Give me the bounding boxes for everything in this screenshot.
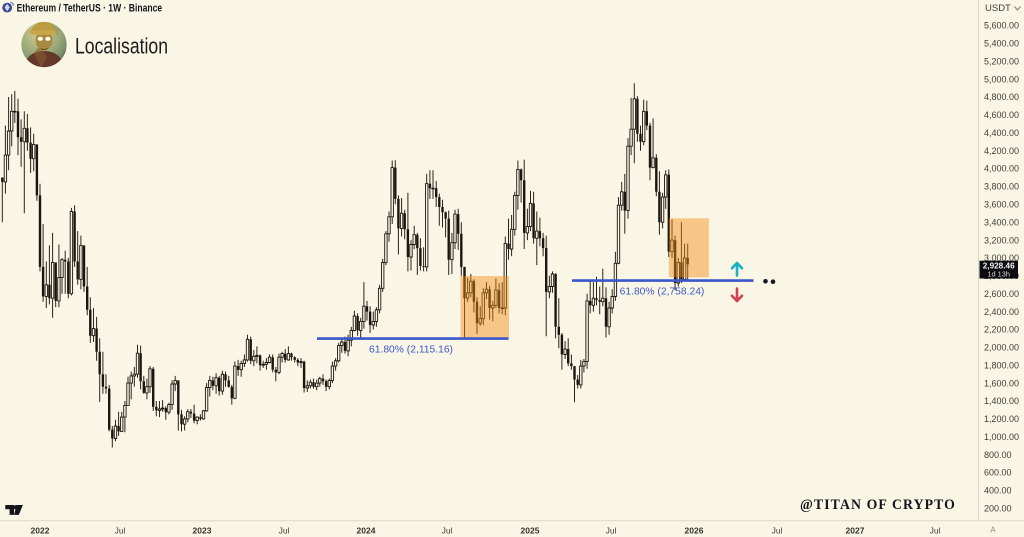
svg-text:2,200.00: 2,200.00 xyxy=(984,325,1019,335)
svg-text:3,200.00: 3,200.00 xyxy=(984,235,1019,245)
svg-text:3,800.00: 3,800.00 xyxy=(984,182,1019,192)
svg-text:800.00: 800.00 xyxy=(984,450,1012,460)
svg-text:Localisation: Localisation xyxy=(75,34,168,59)
svg-text:4,000.00: 4,000.00 xyxy=(984,164,1019,174)
svg-text:2025: 2025 xyxy=(521,526,540,536)
svg-text:1,000.00: 1,000.00 xyxy=(984,432,1019,442)
svg-text:@TITAN OF CRYPTO: @TITAN OF CRYPTO xyxy=(800,497,956,513)
svg-text:2024: 2024 xyxy=(357,526,376,536)
svg-text:1,600.00: 1,600.00 xyxy=(984,378,1019,388)
svg-text:2,928.46: 2,928.46 xyxy=(983,262,1015,271)
svg-text:A: A xyxy=(990,526,996,535)
svg-text:Ethereum / TetherUS · 1W · Bin: Ethereum / TetherUS · 1W · Binance xyxy=(17,2,163,14)
svg-text:1,200.00: 1,200.00 xyxy=(984,414,1019,424)
svg-text:61.80% (2,115.16): 61.80% (2,115.16) xyxy=(369,345,453,356)
svg-text:Jul: Jul xyxy=(442,526,453,536)
svg-text:USDT: USDT xyxy=(985,3,1011,14)
svg-text:4,600.00: 4,600.00 xyxy=(984,110,1019,120)
svg-text:4,200.00: 4,200.00 xyxy=(984,146,1019,156)
svg-text:3,000.00: 3,000.00 xyxy=(984,253,1019,263)
svg-text:4,800.00: 4,800.00 xyxy=(984,92,1019,102)
svg-text:Jul: Jul xyxy=(772,526,783,536)
svg-text:400.00: 400.00 xyxy=(984,486,1012,496)
svg-text:2027: 2027 xyxy=(846,526,865,536)
svg-text:2026: 2026 xyxy=(685,526,704,536)
svg-text:Jul: Jul xyxy=(279,526,290,536)
svg-text:4,400.00: 4,400.00 xyxy=(984,128,1019,138)
svg-text:600.00: 600.00 xyxy=(984,468,1012,478)
svg-text:2,400.00: 2,400.00 xyxy=(984,307,1019,317)
svg-text:61.80% (2,758.24): 61.80% (2,758.24) xyxy=(620,287,705,298)
svg-text:Jul: Jul xyxy=(606,526,617,536)
svg-text:2,600.00: 2,600.00 xyxy=(984,289,1019,299)
svg-text:5,200.00: 5,200.00 xyxy=(984,57,1019,67)
svg-text:1d 13h: 1d 13h xyxy=(987,270,1010,279)
svg-text:200.00: 200.00 xyxy=(984,504,1012,514)
svg-text:1,400.00: 1,400.00 xyxy=(984,396,1019,406)
svg-text:5,600.00: 5,600.00 xyxy=(984,21,1019,31)
svg-text:Jul: Jul xyxy=(115,526,126,536)
svg-text:2023: 2023 xyxy=(193,526,212,536)
svg-text:3,600.00: 3,600.00 xyxy=(984,200,1019,210)
svg-text:5,400.00: 5,400.00 xyxy=(984,39,1019,49)
svg-text:Jul: Jul xyxy=(930,526,941,536)
svg-text:5,000.00: 5,000.00 xyxy=(984,74,1019,84)
svg-text:2,000.00: 2,000.00 xyxy=(984,343,1019,353)
svg-text:2022: 2022 xyxy=(31,526,50,536)
svg-text:3,400.00: 3,400.00 xyxy=(984,217,1019,227)
svg-text:1,800.00: 1,800.00 xyxy=(984,360,1019,370)
